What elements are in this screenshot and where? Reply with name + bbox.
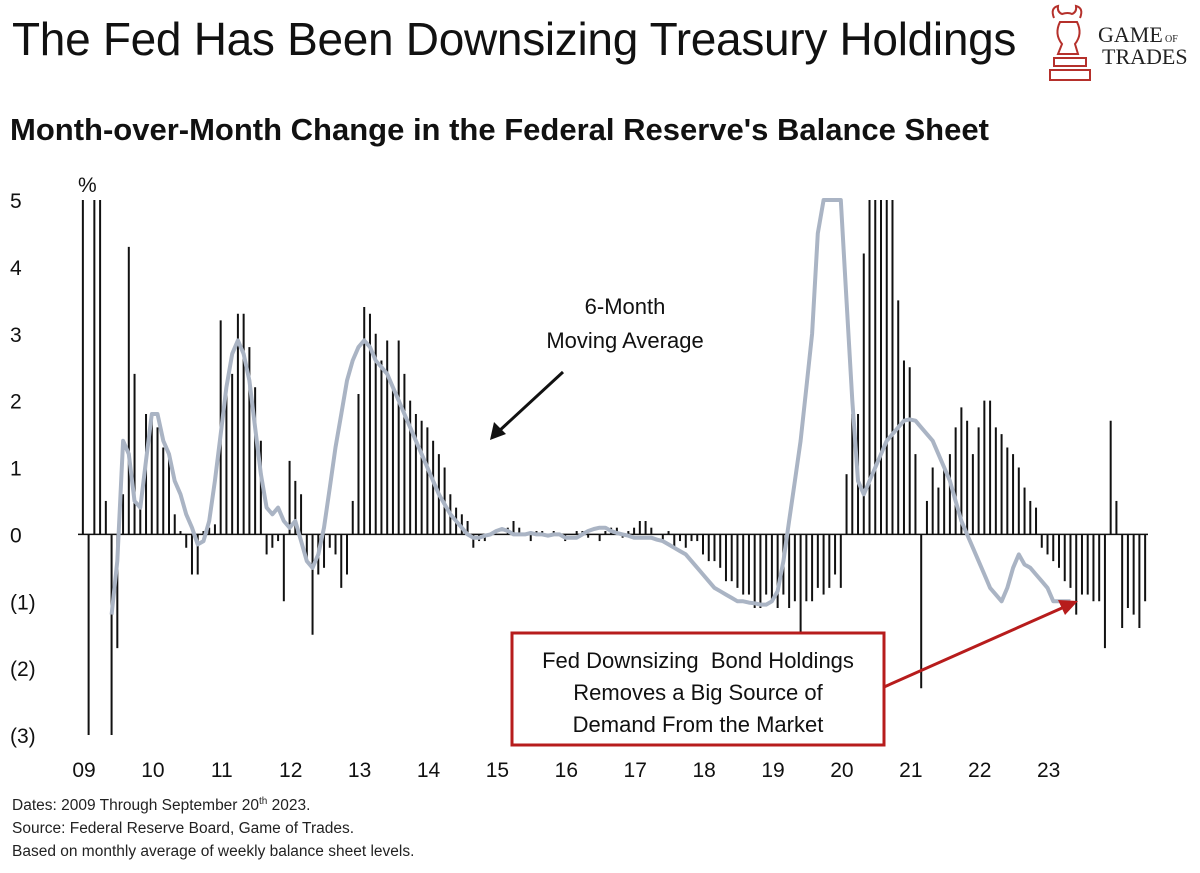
x-tick-label: 10 (141, 759, 164, 782)
x-tick-label: 14 (417, 759, 441, 782)
annotation-box-line3: Demand From the Market (573, 712, 824, 737)
annotation-box-line2: Removes a Big Source of (573, 680, 823, 705)
y-axis-label: % (78, 174, 97, 197)
ma-annotation-line2: Moving Average (546, 328, 703, 353)
y-tick-label: 0 (10, 524, 22, 547)
chart-subtitle: Month-over-Month Change in the Federal R… (10, 112, 989, 147)
logo-line1-small: OF (1165, 34, 1178, 45)
ma-arrow (496, 370, 565, 434)
bull-knight-icon (1049, 4, 1091, 81)
logo-line1: GAME (1098, 22, 1163, 47)
x-tick-label: 13 (348, 759, 371, 782)
x-tick-label: 09 (72, 759, 95, 782)
x-axis: 09 10 11 12 13 14 15 16 17 18 19 20 21 22 23 (72, 759, 1060, 782)
ma-annotation-line1: 6-Month (585, 294, 666, 319)
y-tick-label: 4 (10, 257, 22, 280)
y-tick-label: 2 (10, 391, 22, 414)
y-tick-label: 3 (10, 324, 22, 347)
ma-arrowhead (490, 422, 506, 440)
y-tick-label: (2) (10, 658, 36, 681)
footnote-dates-tail: 2023. (267, 797, 311, 815)
game-of-trades-logo: GAME OF TRADES (1049, 4, 1188, 81)
x-tick-label: 15 (486, 759, 509, 782)
y-tick-label: 5 (10, 190, 22, 213)
red-arrowhead (1058, 600, 1078, 615)
footnote-source: Source: Federal Reserve Board, Game of T… (12, 820, 355, 838)
y-tick-label: (3) (10, 725, 36, 748)
x-tick-label: 19 (761, 759, 784, 782)
footnote-dates-text: Dates: 2009 Through September 20 (12, 797, 260, 815)
footnote-basis: Based on monthly average of weekly balan… (12, 843, 415, 861)
annotations: 6-Month Moving Average Fed Downsizing Bo… (490, 294, 1078, 747)
x-tick-label: 18 (692, 759, 715, 782)
annotation-box (510, 631, 886, 747)
footnote-dates: Dates: 2009 Through September 20th 2023. (12, 790, 414, 817)
chart-title: The Fed Has Been Downsizing Treasury Hol… (12, 13, 1017, 65)
y-tick-label: (1) (10, 591, 36, 614)
x-tick-label: 11 (211, 759, 233, 782)
x-tick-label: 20 (830, 759, 853, 782)
x-tick-label: 21 (899, 759, 922, 782)
y-axis: 5 4 3 2 1 0 (1) (2) (3)% (10, 174, 97, 748)
footnote-dates-sup: th (259, 796, 268, 807)
x-tick-label: 22 (968, 759, 991, 782)
footnotes: Dates: 2009 Through September 20th 2023.… (12, 790, 414, 863)
y-tick-label: 1 (10, 458, 22, 481)
annotation-box-line1: Fed Downsizing Bond Holdings (542, 648, 854, 673)
x-tick-label: 12 (279, 759, 302, 782)
x-tick-label: 16 (555, 759, 578, 782)
red-arrow (883, 606, 1063, 689)
moving-average-line (109, 198, 1071, 615)
logo-line2: TRADES (1102, 44, 1188, 69)
x-tick-label: 23 (1037, 759, 1060, 782)
x-tick-label: 17 (624, 759, 647, 782)
